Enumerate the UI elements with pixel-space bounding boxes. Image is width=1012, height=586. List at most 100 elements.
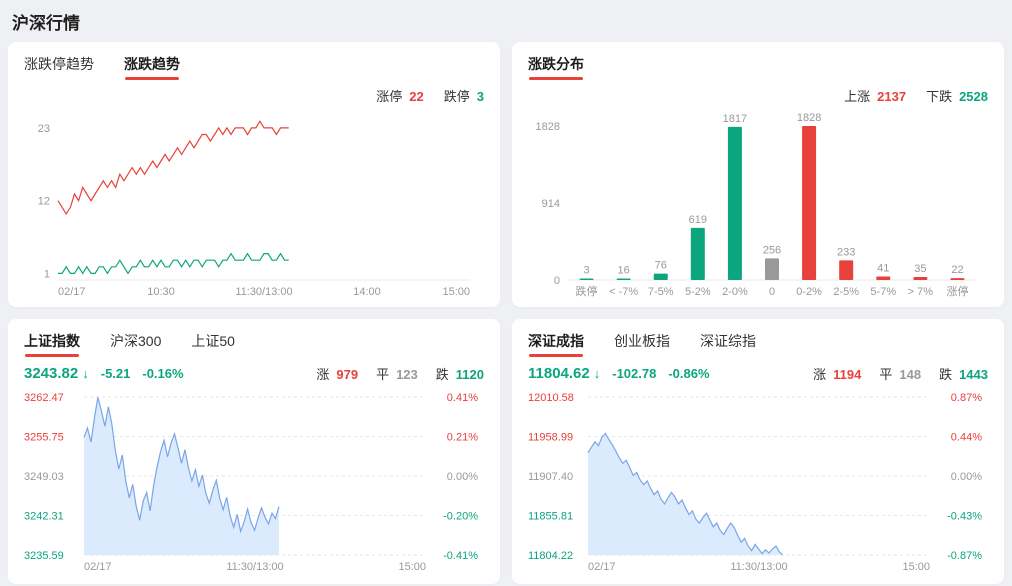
svg-text:15:00: 15:00 bbox=[902, 561, 930, 573]
tab-updown-trend[interactable]: 涨跌趋势 bbox=[124, 54, 180, 80]
svg-text:5-7%: 5-7% bbox=[870, 286, 896, 298]
svg-text:10:30: 10:30 bbox=[147, 286, 175, 298]
panel-distribution: 涨跌分布 上涨 2137 下跌 2528 1828 914 0 3 跌停 16 < -7% 7… bbox=[512, 42, 1004, 307]
sz-quote-row: 11804.62 ↓ -102.78 -0.86% 涨 1194 平 148 bbox=[528, 359, 988, 387]
svg-text:76: 76 bbox=[655, 260, 667, 272]
svg-text:233: 233 bbox=[837, 246, 855, 258]
svg-text:41: 41 bbox=[877, 263, 889, 275]
sz-index-value: 11804.62 bbox=[528, 364, 590, 382]
svg-text:11:30/13:00: 11:30/13:00 bbox=[730, 561, 787, 573]
svg-text:619: 619 bbox=[689, 214, 707, 226]
tab-shenzhen-component[interactable]: 深证成指 bbox=[528, 331, 584, 357]
svg-text:1828: 1828 bbox=[797, 112, 821, 124]
sz-index-tabs: 深证成指 创业板指 深证综指 bbox=[528, 331, 988, 357]
sz-up-value: 1194 bbox=[833, 366, 862, 382]
sh-up-value: 979 bbox=[336, 366, 359, 382]
svg-text:1: 1 bbox=[44, 268, 50, 280]
advancers-label: 上涨 bbox=[844, 88, 871, 104]
svg-text:-0.41%: -0.41% bbox=[443, 550, 478, 562]
svg-text:0.44%: 0.44% bbox=[951, 432, 982, 444]
sz-index-pct: -0.86% bbox=[668, 365, 710, 381]
svg-text:0.87%: 0.87% bbox=[951, 392, 982, 404]
distribution-header: 涨跌分布 bbox=[528, 54, 988, 80]
svg-text:16: 16 bbox=[618, 265, 630, 277]
svg-text:2-5%: 2-5% bbox=[833, 286, 859, 298]
sh-index-area-chart: 3262.47 0.41% 3255.75 0.21% 3249.03 0.00% 3242… bbox=[24, 392, 478, 573]
svg-text:35: 35 bbox=[914, 263, 926, 275]
panel-grid: 涨跌停趋势 涨跌趋势 涨停 22 跌停 3 23 12 1 02/17 10:30 11:… bbox=[8, 42, 1004, 584]
svg-text:11804.22: 11804.22 bbox=[528, 550, 573, 562]
panel-sh-index: 上证指数 沪深300 上证50 3243.82 ↓ -5.21 -0.16% 涨… bbox=[8, 319, 500, 584]
tab-sse50[interactable]: 上证50 bbox=[191, 333, 235, 349]
sh-index-change: -5.21 bbox=[100, 365, 131, 381]
svg-text:22: 22 bbox=[951, 264, 963, 276]
svg-text:11855.81: 11855.81 bbox=[528, 511, 573, 523]
sz-flat-value: 148 bbox=[899, 366, 922, 382]
sh-down-label: 跌 bbox=[435, 366, 449, 382]
svg-text:2-0%: 2-0% bbox=[722, 286, 748, 298]
sh-index-quote: 3243.82 ↓ -5.21 -0.16% bbox=[24, 365, 184, 382]
sh-up-label: 涨 bbox=[316, 366, 330, 382]
distribution-stats: 上涨 2137 下跌 2528 bbox=[528, 82, 988, 108]
limit-down-stat: 跌停 3 bbox=[444, 86, 484, 105]
svg-text:3262.47: 3262.47 bbox=[24, 392, 64, 404]
svg-text:0: 0 bbox=[769, 286, 775, 298]
tab-limit-updown-trend[interactable]: 涨跌停趋势 bbox=[24, 56, 94, 72]
limit-down-value: 3 bbox=[476, 88, 484, 104]
svg-text:涨停: 涨停 bbox=[946, 284, 968, 298]
svg-text:-0.87%: -0.87% bbox=[947, 550, 982, 562]
svg-text:14:00: 14:00 bbox=[353, 286, 381, 298]
sz-index-change: -102.78 bbox=[612, 365, 657, 381]
down-arrow-icon: ↓ bbox=[82, 365, 89, 381]
sh-flat-value: 123 bbox=[396, 366, 418, 382]
svg-text:5-2%: 5-2% bbox=[685, 286, 711, 298]
svg-text:1828: 1828 bbox=[536, 121, 560, 133]
sz-flat-label: 平 bbox=[879, 366, 893, 382]
sz-flat-count: 平 148 bbox=[879, 364, 921, 383]
limit-trend-tabs: 涨跌停趋势 涨跌趋势 bbox=[24, 54, 484, 80]
limit-trend-stats: 涨停 22 跌停 3 bbox=[24, 82, 484, 108]
decliners-stat: 下跌 2528 bbox=[926, 86, 988, 105]
tab-shenzhen-composite[interactable]: 深证综指 bbox=[700, 333, 756, 349]
svg-text:914: 914 bbox=[542, 198, 560, 210]
tab-chinext[interactable]: 创业板指 bbox=[614, 333, 670, 349]
svg-text:3249.03: 3249.03 bbox=[24, 471, 64, 483]
svg-text:-0.43%: -0.43% bbox=[947, 511, 982, 523]
svg-text:0.21%: 0.21% bbox=[447, 432, 478, 444]
svg-text:3255.75: 3255.75 bbox=[24, 432, 64, 444]
svg-text:> 7%: > 7% bbox=[908, 286, 934, 298]
sh-index-pct: -0.16% bbox=[142, 365, 184, 381]
sh-index-value: 3243.82 bbox=[24, 364, 79, 382]
limit-up-value: 22 bbox=[409, 88, 424, 104]
svg-text:02/17: 02/17 bbox=[588, 561, 616, 573]
sh-flat-label: 平 bbox=[376, 366, 390, 382]
limit-trend-line-chart: 23 12 1 02/17 10:30 11:30/13:00 14:00 15:00 bbox=[38, 120, 470, 298]
svg-text:15:00: 15:00 bbox=[398, 561, 426, 573]
limit-up-stat: 涨停 22 bbox=[376, 86, 423, 105]
sh-counts: 涨 979 平 123 跌 1120 bbox=[316, 364, 484, 383]
sh-index-tabs: 上证指数 沪深300 上证50 bbox=[24, 331, 484, 357]
svg-text:15:00: 15:00 bbox=[442, 286, 470, 298]
sz-down-count: 跌 1443 bbox=[939, 364, 988, 383]
sh-down-value: 1120 bbox=[455, 366, 484, 382]
svg-text:0.00%: 0.00% bbox=[951, 471, 982, 483]
svg-text:0.00%: 0.00% bbox=[447, 471, 478, 483]
distribution-title: 涨跌分布 bbox=[528, 54, 584, 80]
sh-down-count: 跌 1120 bbox=[436, 364, 484, 383]
decliners-label: 下跌 bbox=[926, 88, 953, 104]
svg-text:12: 12 bbox=[38, 196, 50, 208]
sz-counts: 涨 1194 平 148 跌 1443 bbox=[813, 364, 988, 383]
svg-text:3242.31: 3242.31 bbox=[24, 511, 64, 523]
svg-text:0: 0 bbox=[554, 275, 560, 287]
tab-shanghai-index[interactable]: 上证指数 bbox=[24, 331, 80, 357]
limit-up-label: 涨停 bbox=[376, 88, 403, 104]
svg-text:12010.58: 12010.58 bbox=[528, 392, 574, 404]
svg-text:0-2%: 0-2% bbox=[796, 286, 822, 298]
tab-hs300[interactable]: 沪深300 bbox=[110, 333, 162, 349]
sz-down-value: 1443 bbox=[959, 366, 988, 382]
limit-down-label: 跌停 bbox=[443, 88, 470, 104]
decliners-value: 2528 bbox=[959, 88, 988, 104]
distribution-bar-chart: 1828 914 0 3 跌停 16 < -7% 76 7-5% 619 5-2% 1817 2-0% 2… bbox=[536, 112, 976, 298]
svg-text:02/17: 02/17 bbox=[58, 286, 86, 298]
